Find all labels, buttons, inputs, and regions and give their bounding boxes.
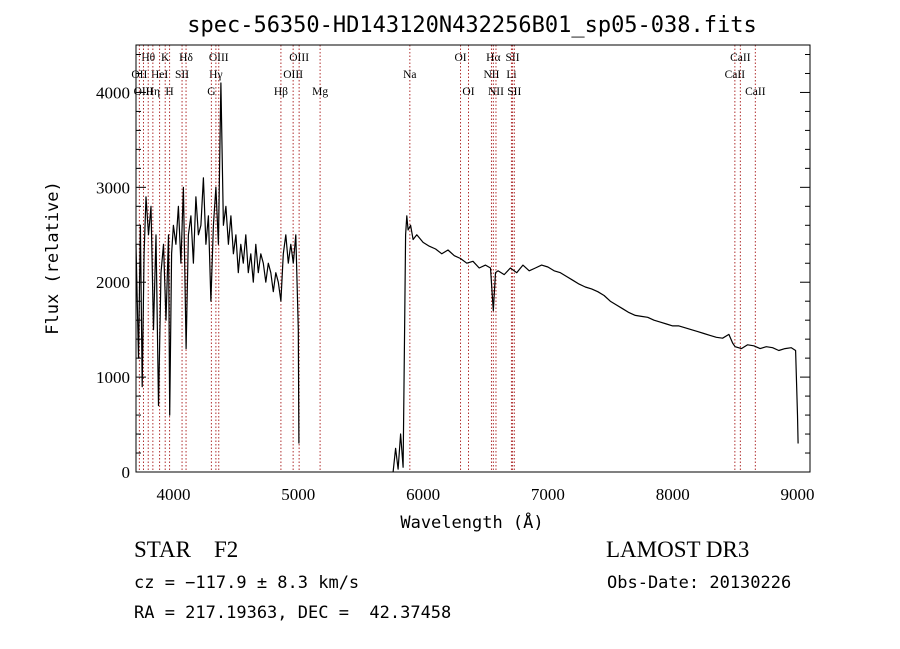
chart-title: spec-56350-HD143120N432256B01_sp05-038.f…: [187, 13, 757, 38]
line-label-5: Hη: [146, 86, 160, 98]
line-label-7: SII: [175, 69, 189, 81]
observation-date: Obs-Date: 20130226: [607, 573, 792, 593]
survey-name: LAMOST DR3: [606, 537, 750, 562]
line-label-16: Na: [403, 69, 416, 81]
x-tick-label-8000: 8000: [656, 485, 690, 504]
y-tick-label-3000: 3000: [96, 178, 130, 197]
line-label-20: NII: [483, 69, 499, 81]
line-label-26: CaII: [725, 69, 746, 81]
line-label-15: Mg: [312, 86, 328, 98]
line-label-1: OII: [131, 69, 147, 81]
line-label-23: Li: [506, 69, 516, 81]
plot-frame: [135, 44, 811, 473]
line-label-25: CaII: [730, 52, 751, 64]
x-tick-label-6000: 6000: [406, 485, 440, 504]
line-label-17: OI: [454, 52, 466, 64]
line-label-13: OIII: [283, 69, 303, 81]
line-label-11: G: [207, 86, 215, 98]
line-label-6: Hδ: [179, 52, 193, 64]
line-label-24: SII: [507, 86, 521, 98]
y-tick-label-0: 0: [122, 463, 131, 482]
line-label-9: OIII: [209, 52, 229, 64]
ra-dec: RA = 217.19363, DEC = 42.37458: [134, 603, 452, 623]
spectrum-segment-0-0: [135, 82, 300, 444]
y-axis-label: Flux (relative): [43, 181, 63, 335]
y-tick-label-2000: 2000: [96, 273, 130, 292]
line-label-18: OI: [462, 86, 474, 98]
y-tick-label-1000: 1000: [96, 368, 130, 387]
y-tick-label-4000: 4000: [96, 83, 130, 102]
line-label-4: HeI: [151, 69, 168, 81]
line-label-14: Hβ: [274, 86, 288, 98]
x-tick-label-7000: 7000: [531, 485, 565, 504]
line-label-22: SII: [506, 52, 520, 64]
x-tick-label-5000: 5000: [281, 485, 315, 504]
line-label-21: NII: [488, 86, 504, 98]
line-label-0: Hθ: [141, 52, 155, 64]
line-label-10: Hγ: [209, 69, 222, 81]
spectrum-segment-0-1: [392, 215, 799, 473]
object-class: STAR F2: [134, 537, 239, 562]
line-label-8: H: [165, 86, 173, 98]
x-tick-label-9000: 9000: [781, 485, 815, 504]
line-label-3: K: [161, 52, 170, 64]
line-label-19: Hα: [486, 52, 500, 64]
redshift-cz: cz = −117.9 ± 8.3 km/s: [134, 573, 360, 593]
line-label-12: OIII: [289, 52, 309, 64]
line-label-27: CaII: [745, 86, 766, 98]
x-axis-label: Wavelength (Å): [400, 511, 543, 533]
x-tick-label-4000: 4000: [156, 485, 190, 504]
